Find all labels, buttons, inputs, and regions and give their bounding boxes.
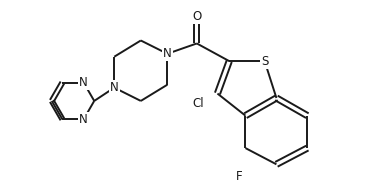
Text: Cl: Cl bbox=[192, 97, 204, 110]
Text: N: N bbox=[79, 76, 88, 89]
Text: S: S bbox=[261, 55, 268, 68]
Text: N: N bbox=[79, 113, 88, 126]
Text: N: N bbox=[163, 47, 172, 60]
Text: F: F bbox=[236, 170, 243, 183]
Text: O: O bbox=[192, 10, 201, 23]
Text: N: N bbox=[110, 81, 119, 94]
